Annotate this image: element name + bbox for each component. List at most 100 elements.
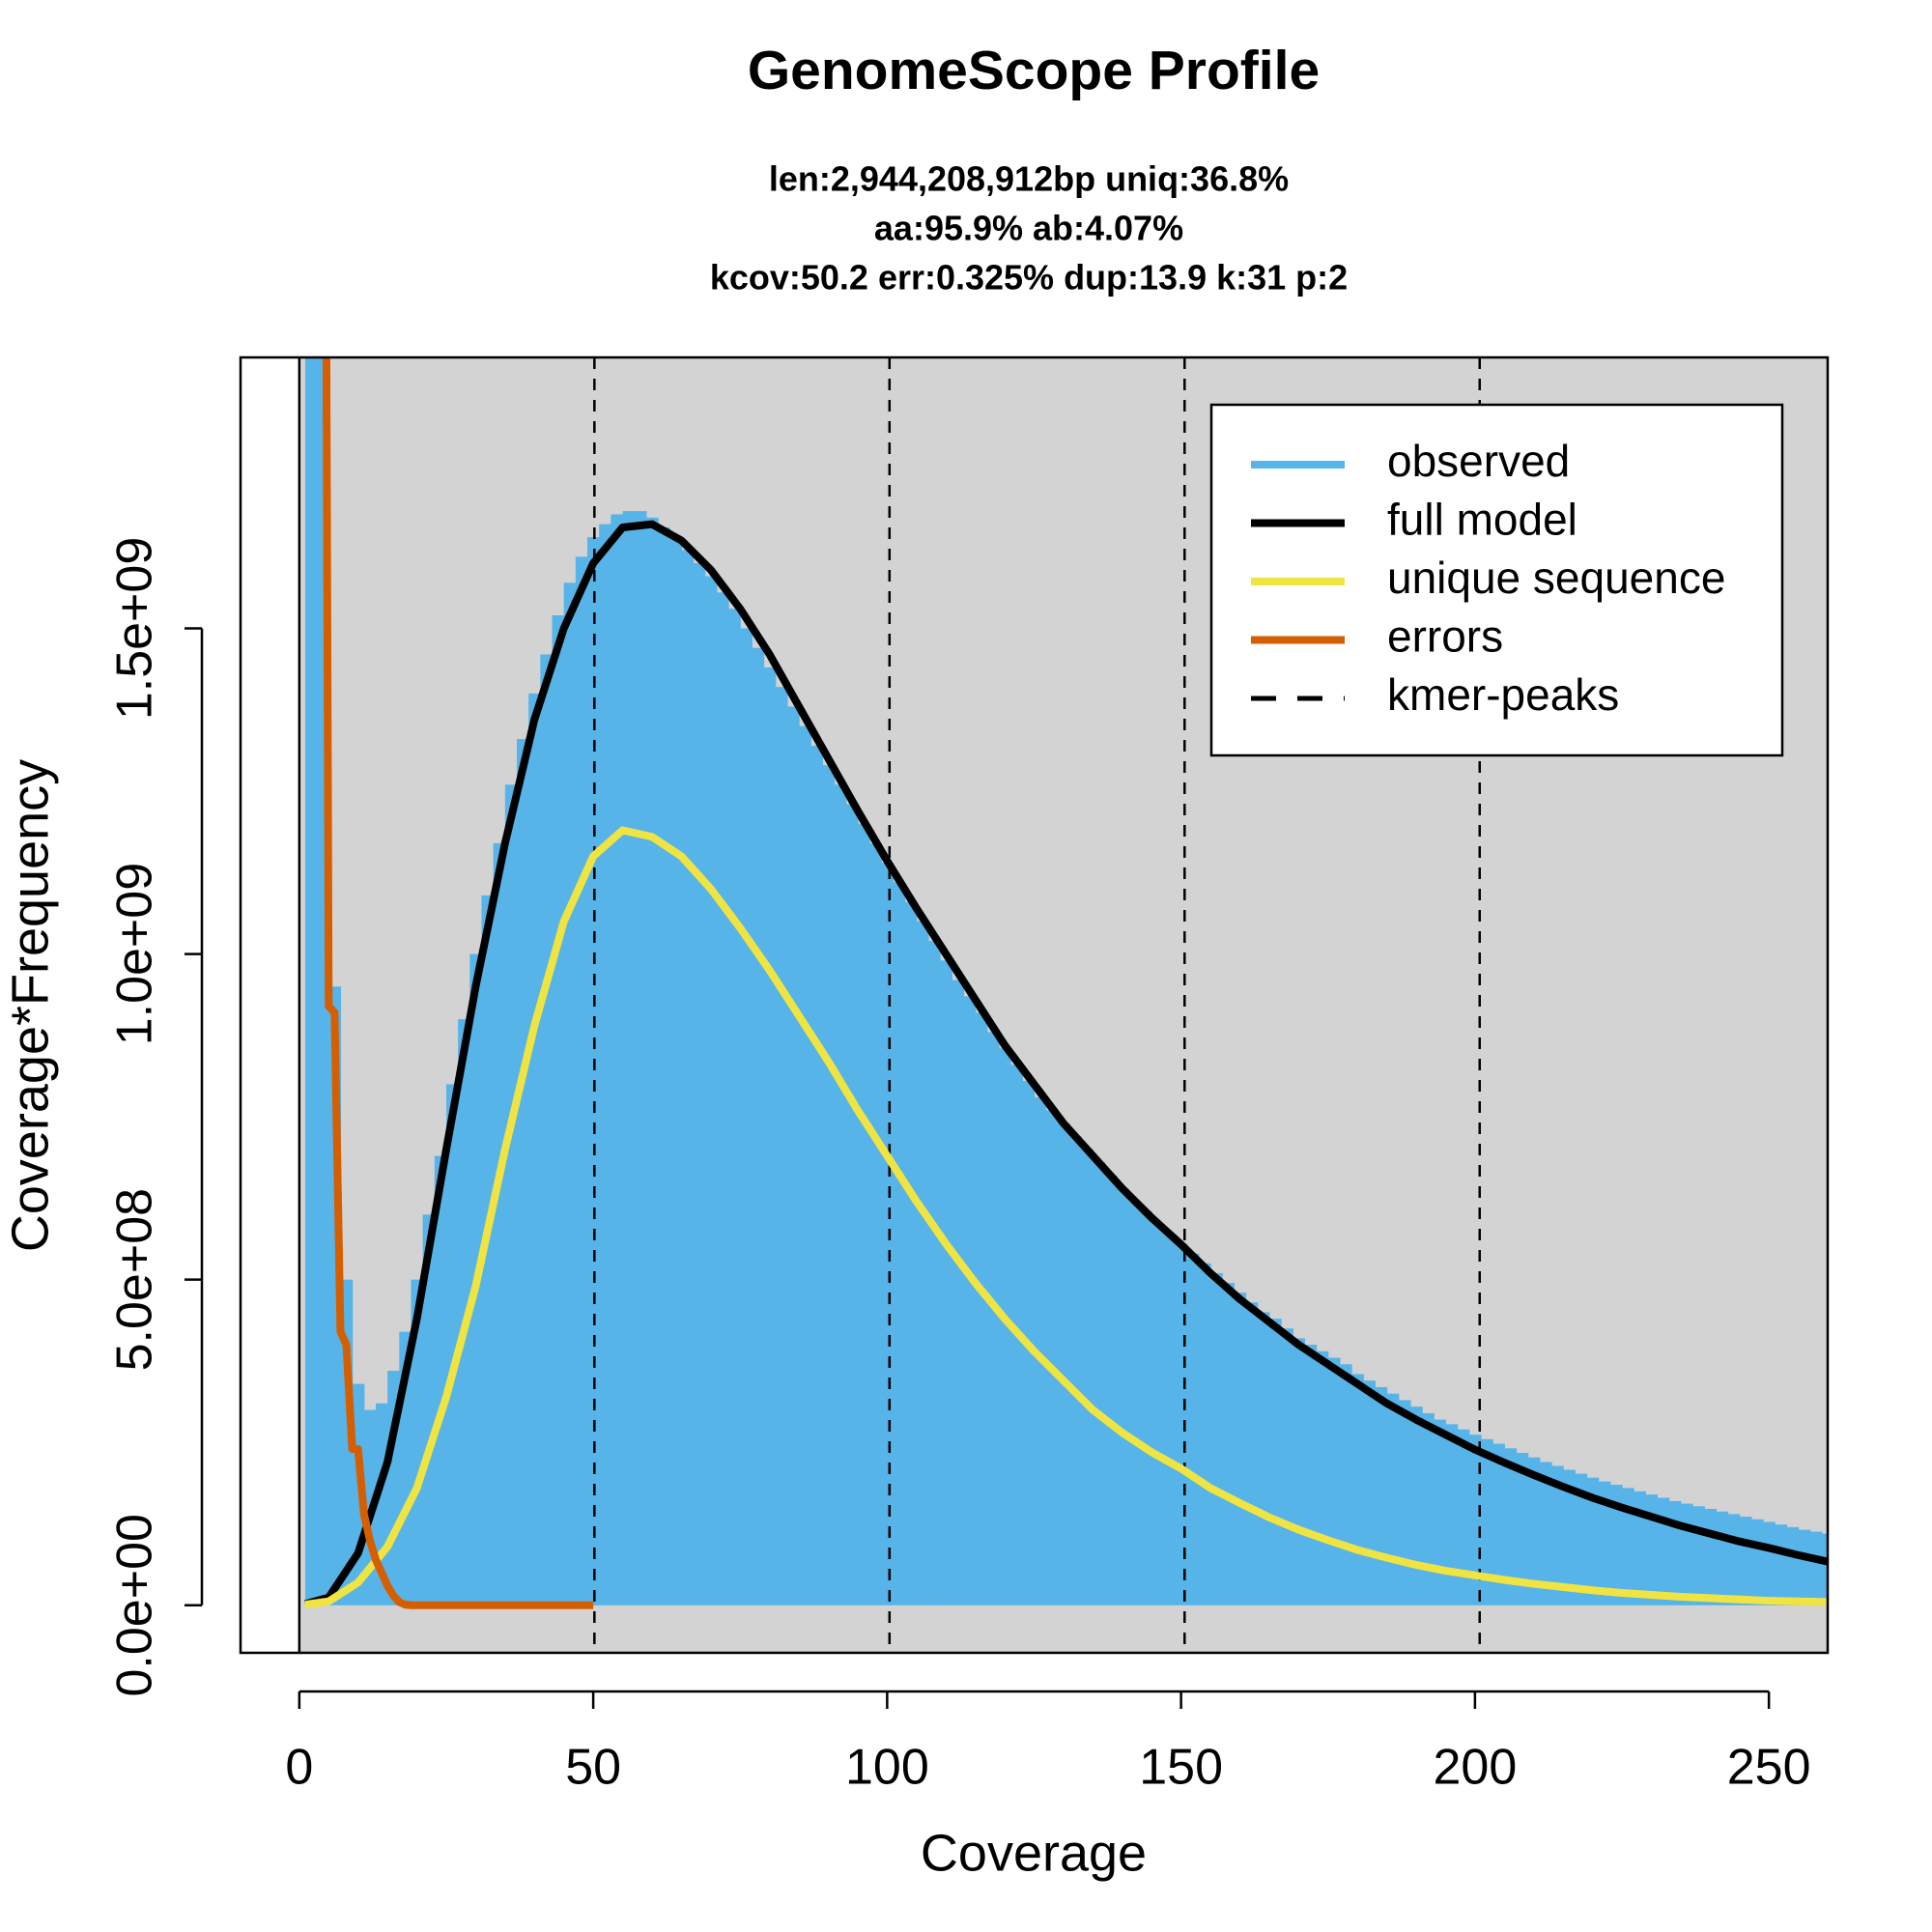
observed-bar	[1234, 1293, 1247, 1605]
observed-bar	[728, 609, 741, 1605]
observed-bar	[1057, 1122, 1070, 1605]
observed-bar	[927, 941, 941, 1605]
observed-bar	[458, 1018, 470, 1605]
axes: 0 50 100 150 200 250 0.0e+00 5.0e+08 1.0e+09 1.5e…	[107, 355, 1830, 1796]
observed-bar	[1692, 1506, 1705, 1605]
observed-bar	[822, 765, 836, 1605]
observed-bar	[599, 524, 611, 1605]
observed-bar	[1398, 1400, 1411, 1605]
chart-title: GenomeScope Profile	[748, 40, 1320, 101]
subtitle: kcov:50.2 err:0.325% dup:13.9 k:31 p:2	[710, 258, 1348, 298]
observed-bar	[1492, 1443, 1505, 1605]
observed-bar	[1198, 1263, 1211, 1605]
model-line	[304, 826, 1828, 1609]
observed-bar	[1093, 1162, 1106, 1605]
observed-bar	[1045, 1110, 1059, 1605]
x-tick-label: 50	[565, 1740, 621, 1796]
observed-bar	[1563, 1469, 1576, 1605]
observed-bar	[845, 804, 859, 1605]
observed-bar	[952, 980, 965, 1605]
observed-bar	[1351, 1374, 1364, 1605]
observed-bar	[1821, 1533, 1828, 1605]
observed-bar	[493, 842, 506, 1605]
observed-bar	[304, 357, 318, 1605]
observed-bar	[1034, 1096, 1047, 1605]
y-tick-label: 0.0e+00	[107, 1514, 163, 1696]
observed-bar	[893, 882, 906, 1605]
observed-bar	[622, 511, 636, 1605]
x-tick-label: 150	[1139, 1740, 1223, 1796]
observed-bar	[1186, 1253, 1200, 1605]
observed-bar	[1739, 1517, 1752, 1605]
observed-bar	[422, 1214, 436, 1605]
observed-bar	[940, 960, 952, 1605]
legend-label: unique sequence	[1387, 553, 1725, 603]
observed-bar	[775, 687, 788, 1605]
observed-bar	[1316, 1350, 1329, 1605]
observed-bar	[904, 901, 918, 1605]
observed-bar	[1268, 1319, 1282, 1605]
legend-label: observed	[1387, 436, 1570, 486]
observed-bar	[1645, 1494, 1659, 1605]
observed-bar	[986, 1032, 1000, 1605]
plot-frame	[239, 355, 1830, 1655]
observed-bar	[1127, 1201, 1141, 1605]
observed-bar	[517, 739, 529, 1605]
y-tick-label: 5.0e+08	[107, 1188, 163, 1371]
observed-bar	[1598, 1481, 1611, 1605]
observed-bar	[693, 563, 706, 1605]
observed-bar	[1281, 1328, 1293, 1605]
observed-bar	[1775, 1524, 1788, 1605]
observed-bar	[752, 647, 765, 1605]
observed-bar	[1222, 1283, 1235, 1605]
observed-bar	[704, 576, 718, 1605]
observed-bar	[504, 784, 518, 1605]
observed-bar	[1386, 1393, 1400, 1605]
observed-bar	[575, 556, 588, 1605]
observed-bar	[563, 582, 577, 1605]
observed-bar	[658, 526, 670, 1605]
observed-bar	[1457, 1429, 1470, 1605]
observed-bar	[1504, 1448, 1518, 1605]
observed-bar	[1081, 1149, 1094, 1605]
observed-bar	[1516, 1453, 1529, 1605]
observed-bar	[1422, 1412, 1435, 1605]
observed-bar	[587, 537, 600, 1605]
observed-bar	[645, 517, 659, 1605]
observed-bar	[681, 550, 695, 1605]
observed-bar	[1409, 1406, 1423, 1605]
observed-bar	[1634, 1491, 1646, 1605]
observed-bar	[1104, 1175, 1118, 1605]
observed-bar	[763, 667, 777, 1605]
observed-bar	[1468, 1435, 1482, 1605]
observed-bar	[963, 996, 977, 1605]
x-tick-label: 0	[285, 1740, 313, 1796]
observed-bar	[1363, 1380, 1377, 1605]
observed-bar	[1151, 1224, 1164, 1605]
observed-bar	[411, 1279, 424, 1605]
observed-bar	[1069, 1136, 1082, 1605]
observed-bar	[634, 511, 647, 1605]
observed-bar	[1210, 1272, 1223, 1605]
observed-bar	[1657, 1497, 1670, 1605]
observed-bar	[1539, 1462, 1552, 1605]
observed-bar	[1704, 1509, 1717, 1605]
legend: observed full model unique sequence errors k…	[1209, 403, 1784, 757]
observed-bar	[857, 823, 870, 1605]
observed-bar	[528, 693, 541, 1605]
legend-label: kmer-peaks	[1387, 669, 1619, 720]
observed-bar	[1140, 1210, 1152, 1605]
observed-bar	[916, 921, 929, 1605]
y-axis-label: Coverage*Frequency	[1, 759, 59, 1252]
observed-bar	[1727, 1514, 1741, 1605]
observed-bar	[540, 654, 554, 1605]
observed-bar	[834, 784, 847, 1605]
observed-bar	[1609, 1485, 1623, 1605]
x-tick-label: 250	[1727, 1740, 1811, 1796]
model-line	[322, 357, 594, 1609]
legend-label: errors	[1387, 611, 1503, 662]
observed-bar	[1527, 1457, 1541, 1605]
x-axis-label: Coverage	[921, 1824, 1147, 1882]
observed-bar	[1257, 1312, 1270, 1605]
observed-bar	[611, 514, 624, 1605]
